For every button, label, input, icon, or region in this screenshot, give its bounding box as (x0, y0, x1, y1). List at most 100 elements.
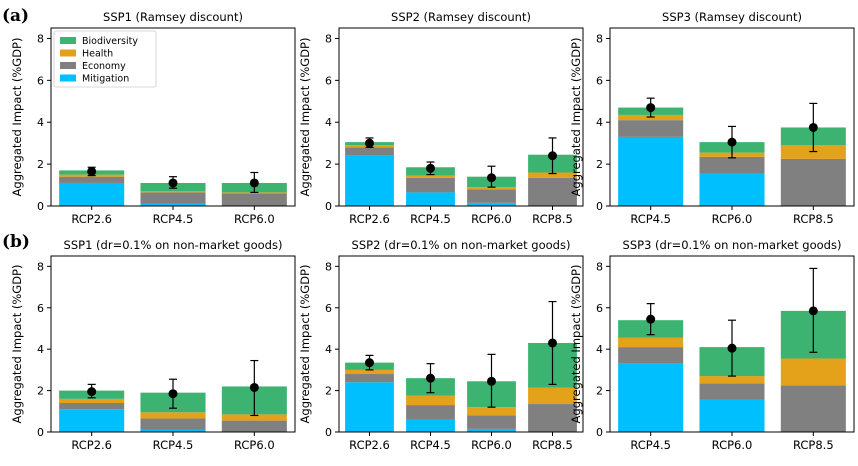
bar-economy-rcp85 (528, 177, 577, 206)
x-tick-label: RCP4.5 (410, 438, 451, 452)
bar-economy-rcp45 (618, 120, 684, 137)
x-tick-label: RCP2.6 (349, 438, 390, 452)
bar-health-rcp45 (140, 412, 206, 419)
chart-title: SSP3 (dr=0.1% on non-market goods) (623, 238, 842, 252)
bar-health-rcp45 (618, 337, 684, 348)
chart-panel-3: SSP3 (Ramsey discount) Aggregated Impact … (569, 10, 855, 226)
bar-economy-rcp45 (140, 192, 206, 204)
bar-economy-rcp60 (221, 193, 287, 206)
y-tick-label: 4 (596, 116, 603, 129)
legend-swatch-biodiversity (60, 37, 76, 44)
legend-swatch-health (60, 49, 76, 57)
y-tick-label: 4 (325, 116, 332, 129)
bar-economy-rcp26 (59, 403, 125, 410)
bar-economy-rcp45 (618, 347, 684, 364)
mean-point (646, 103, 656, 113)
bar-mitigation-rcp60 (467, 202, 516, 206)
x-tick-label: RCP6.0 (234, 212, 275, 226)
y-axis-label: Aggregated Impact (%GDP) (298, 38, 312, 197)
bar-mitigation-rcp45 (618, 136, 684, 206)
mean-point (365, 138, 374, 148)
x-tick-label: RCP2.6 (71, 438, 112, 452)
bar-economy-rcp60 (467, 189, 516, 203)
bar-economy-rcp26 (345, 374, 394, 383)
bar-mitigation-rcp45 (406, 419, 455, 432)
y-tick-label: 2 (596, 158, 603, 171)
y-tick-label: 0 (596, 200, 603, 213)
y-axis-label: Aggregated Impact (%GDP) (298, 265, 312, 424)
y-tick-label: 0 (325, 200, 332, 213)
chart-panel-4: SSP1 (dr=0.1% on non-market goods) Aggreg… (10, 238, 296, 452)
bar-economy-rcp85 (528, 404, 577, 432)
x-tick-label: RCP8.5 (793, 438, 834, 452)
y-tick-label: 8 (325, 32, 332, 45)
x-tick-label: RCP6.0 (712, 212, 753, 226)
chart-title: SSP2 (dr=0.1% on non-market goods) (352, 238, 571, 252)
y-tick-label: 0 (596, 426, 603, 439)
chart-title: SSP2 (Ramsey discount) (391, 10, 531, 24)
bar-health-rcp45 (406, 395, 455, 406)
bar-health-rcp26 (345, 369, 394, 375)
bar-mitigation-rcp26 (345, 155, 394, 206)
legend-label-health: Health (82, 49, 113, 60)
bar-economy-rcp60 (467, 415, 516, 429)
mean-point (87, 387, 97, 397)
mean-point (487, 376, 496, 386)
chart-panel-2: SSP2 (Ramsey discount) Aggregated Impact … (298, 10, 584, 226)
bar-health-rcp85 (528, 172, 577, 178)
bar-mitigation-rcp45 (140, 203, 206, 206)
y-tick-label: 2 (325, 385, 332, 398)
mean-point (249, 382, 259, 392)
bar-economy-rcp45 (406, 177, 455, 193)
y-tick-label: 0 (325, 426, 332, 439)
y-tick-label: 8 (37, 32, 44, 45)
y-tick-label: 6 (37, 302, 44, 315)
x-tick-label: RCP8.5 (793, 212, 834, 226)
y-tick-label: 2 (325, 158, 332, 171)
bar-economy-rcp60 (699, 156, 765, 174)
y-tick-label: 2 (37, 158, 44, 171)
chart-panel-1: SSP1 (Ramsey discount) Aggregated Impact … (10, 10, 296, 226)
bar-economy-rcp26 (59, 176, 125, 183)
legend-swatch-economy (60, 62, 76, 69)
y-tick-label: 6 (37, 74, 44, 87)
x-tick-label: RCP6.0 (471, 212, 512, 226)
mean-point (87, 166, 97, 176)
bar-health-rcp85 (780, 358, 846, 386)
x-tick-label: RCP4.5 (153, 212, 194, 226)
bar-health-rcp60 (699, 376, 765, 384)
plot-frame (338, 255, 584, 433)
bar-mitigation-rcp26 (59, 182, 125, 206)
y-tick-label: 0 (37, 426, 44, 439)
bar-mitigation-rcp60 (699, 173, 765, 206)
mean-point (727, 343, 737, 353)
x-tick-label: RCP6.0 (712, 438, 753, 452)
bar-mitigation-rcp60 (467, 428, 516, 432)
bar-mitigation-rcp45 (140, 429, 206, 432)
row-label-a: (a) (2, 6, 30, 26)
y-tick-label: 2 (37, 385, 44, 398)
bar-economy-rcp60 (699, 383, 765, 400)
y-tick-label: 4 (325, 343, 332, 356)
y-axis-label: Aggregated Impact (%GDP) (10, 265, 24, 424)
bar-health-rcp26 (59, 398, 125, 404)
y-axis-label: Aggregated Impact (%GDP) (569, 265, 583, 424)
bar-mitigation-rcp26 (345, 382, 394, 432)
x-tick-label: RCP6.0 (234, 438, 275, 452)
mean-point (548, 151, 557, 161)
x-tick-label: RCP2.6 (71, 212, 112, 226)
plot-frame (609, 255, 855, 433)
plot-frame (50, 255, 296, 433)
bar-mitigation-rcp45 (406, 192, 455, 206)
x-tick-label: RCP4.5 (630, 212, 671, 226)
mean-point (808, 306, 818, 316)
mean-point (808, 122, 818, 132)
legend-label-mitigation: Mitigation (82, 74, 129, 85)
y-tick-label: 6 (596, 74, 603, 87)
y-tick-label: 6 (325, 302, 332, 315)
bar-economy-rcp60 (221, 420, 287, 432)
y-tick-label: 4 (596, 343, 603, 356)
chart-panel-6: SSP3 (dr=0.1% on non-market goods) Aggreg… (569, 238, 855, 452)
y-tick-label: 6 (325, 74, 332, 87)
